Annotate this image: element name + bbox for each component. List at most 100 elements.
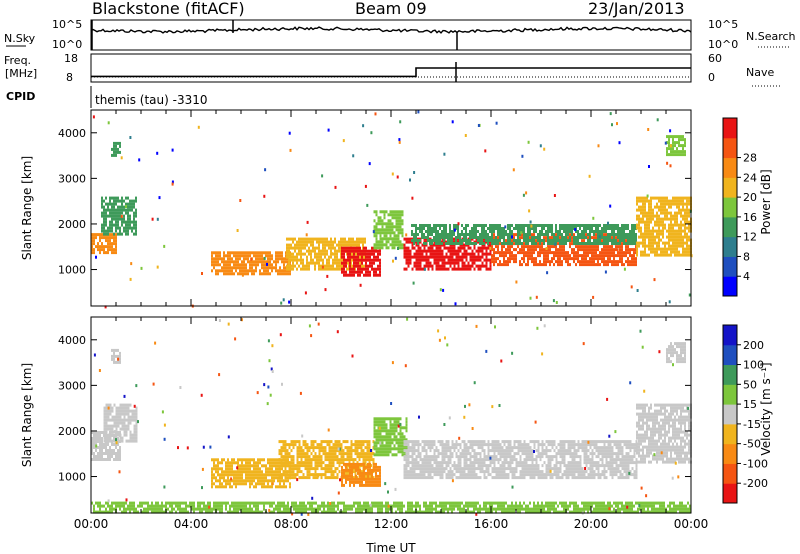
- velocity-ytick-label-2: 3000: [58, 379, 86, 392]
- power-ytick-label-0: 1000: [58, 264, 86, 277]
- velocity-echo-band-1: [103, 403, 138, 443]
- power-scatter-points: [92, 110, 693, 309]
- nave-right-label: Nave: [746, 66, 774, 79]
- velocity-cbtick-label-5: -50: [743, 438, 761, 451]
- power-ytick-label-3: 4000: [58, 127, 86, 140]
- power-echo-band-0: [91, 233, 117, 255]
- power-cbtick-label-1: 8: [743, 250, 750, 263]
- cpid-row: CPID themis (tau) -3310: [6, 86, 208, 108]
- beam-title: Beam 09: [355, 0, 427, 18]
- velocity-xtick-label-3: 12:00: [374, 517, 409, 531]
- power-x-ticks: [90, 110, 692, 306]
- power-echo-band-6: [373, 210, 404, 250]
- power-colorbar-frame: [722, 117, 738, 297]
- power-cbtick-label-0: 4: [743, 270, 750, 283]
- velocity-y-axis-label: Slant Range [km]: [20, 363, 34, 467]
- velocity-xtick-label-0: 00:00: [74, 517, 109, 531]
- freq-label-line1: Freq.: [4, 54, 31, 67]
- power-colorbar-seg-2: [723, 236, 737, 257]
- noise-panel: N.Sky 10^5 10^0 10^5 10^0 N.Search: [4, 18, 796, 51]
- noise-trace: [90, 20, 692, 50]
- velocity-ytick-label-3: 4000: [58, 334, 86, 347]
- velocity-ytick-label-0: 1000: [58, 471, 86, 484]
- power-echo-band-5: [341, 246, 381, 277]
- velocity-echo-band-7: [403, 440, 638, 480]
- velocity-echo-band-8: [636, 403, 692, 464]
- freq-left-tick-top: 18: [64, 52, 78, 65]
- power-cbtick-label-5: 24: [743, 171, 757, 184]
- power-colorbar-seg-3: [723, 216, 737, 238]
- power-ytick-label-1: 2000: [58, 218, 86, 231]
- power-cbtick-label-3: 16: [743, 211, 757, 224]
- noise-right-tick-bottom: 10^0: [708, 38, 738, 51]
- power-panel: 1000 2000 3000 4000 Slant Range [km] 4 8 12 16…: [20, 109, 773, 309]
- velocity-cbtick-label-1: 100: [743, 359, 764, 372]
- velocity-cbtick-label-2: 50: [743, 378, 757, 391]
- velocity-colorbar-frame: [722, 324, 738, 504]
- noise-left-tick-bottom: 10^0: [52, 38, 82, 51]
- power-colorbar-seg-8: [723, 118, 737, 139]
- velocity-colorbar-seg-3: [723, 423, 737, 445]
- power-y-ticks: 1000 2000 3000 4000: [58, 127, 691, 277]
- velocity-colorbar-label: Velocity [m s⁻¹]: [759, 362, 773, 455]
- power-echo-band-10: [636, 196, 692, 257]
- velocity-panel: 1000 2000 3000 4000 00:00 04:00 08:00 12:00 16:…: [20, 316, 773, 554]
- power-colorbar-seg-0: [723, 276, 737, 297]
- station-title: Blackstone (fitACF): [92, 0, 245, 18]
- time-axis-label: Time UT: [365, 541, 416, 554]
- velocity-ytick-label-1: 2000: [58, 425, 86, 438]
- power-colorbar-seg-1: [723, 256, 737, 277]
- frequency-trace: [91, 67, 691, 78]
- date-title: 23/Jan/2013: [588, 0, 685, 18]
- velocity-echo-band-10: [91, 501, 691, 514]
- power-cbtick-label-2: 12: [743, 231, 757, 244]
- velocity-colorbar-seg-4: [723, 404, 737, 425]
- noise-left-label: N.Sky: [4, 32, 36, 45]
- freq-label-line2: [MHz]: [5, 67, 37, 80]
- frequency-panel: Freq. [MHz] 18 8 60 0 Nave: [4, 52, 782, 87]
- velocity-colorbar-seg-2: [723, 443, 737, 464]
- power-colorbar-seg-7: [723, 137, 737, 159]
- power-cbtick-label-4: 20: [743, 191, 757, 204]
- power-colorbar-seg-5: [723, 177, 737, 198]
- freq-left-tick-bottom: 8: [66, 71, 73, 84]
- velocity-scatter-points: [93, 317, 690, 516]
- power-echo-band-2: [111, 141, 121, 157]
- noise-left-tick-top: 10^5: [52, 18, 82, 31]
- nave-right-tick-top: 60: [708, 52, 722, 65]
- power-echo-band-3: [211, 251, 291, 276]
- velocity-panel-frame: [90, 316, 692, 514]
- power-panel-frame: [90, 109, 692, 307]
- velocity-xtick-label-5: 20:00: [574, 517, 609, 531]
- velocity-echoes: [91, 317, 692, 516]
- velocity-colorbar-seg-1: [723, 463, 737, 484]
- power-y-axis-label: Slant Range [km]: [20, 156, 34, 260]
- velocity-colorbar-seg-8: [723, 325, 737, 346]
- power-echo-band-11: [666, 135, 686, 157]
- velocity-x-ticks: 00:00 04:00 08:00 12:00 16:00 20:00 00:00: [74, 317, 708, 531]
- nave-right-tick-bottom: 0: [708, 71, 715, 84]
- power-ytick-label-2: 3000: [58, 172, 86, 185]
- velocity-colorbar: 200 100 50 15 -15 -50 -100 -200: [722, 324, 768, 504]
- velocity-colorbar-seg-0: [723, 483, 737, 504]
- velocity-echo-band-9: [666, 342, 686, 364]
- velocity-cbtick-label-7: -200: [743, 477, 768, 490]
- velocity-y-ticks: 1000 2000 3000 4000: [58, 334, 691, 484]
- velocity-echo-band-5: [341, 462, 381, 487]
- power-colorbar-label: Power [dB]: [759, 169, 773, 234]
- cpid-text: themis (tau) -3310: [95, 93, 208, 107]
- velocity-cbtick-label-4: -15: [743, 418, 761, 431]
- power-colorbar-seg-6: [723, 157, 737, 178]
- noise-right-label: N.Search: [746, 30, 796, 43]
- velocity-echo-band-3: [211, 458, 291, 489]
- power-cbtick-label-6: 28: [743, 152, 757, 165]
- velocity-cbtick-label-3: 15: [743, 398, 757, 411]
- noise-right-tick-top: 10^5: [708, 18, 738, 31]
- velocity-echo-band-2: [111, 348, 121, 364]
- power-echoes: [91, 110, 693, 309]
- velocity-colorbar-seg-5: [723, 384, 737, 405]
- velocity-cbtick-label-6: -100: [743, 457, 768, 470]
- velocity-colorbar-seg-6: [723, 364, 737, 385]
- velocity-xtick-label-1: 04:00: [174, 517, 209, 531]
